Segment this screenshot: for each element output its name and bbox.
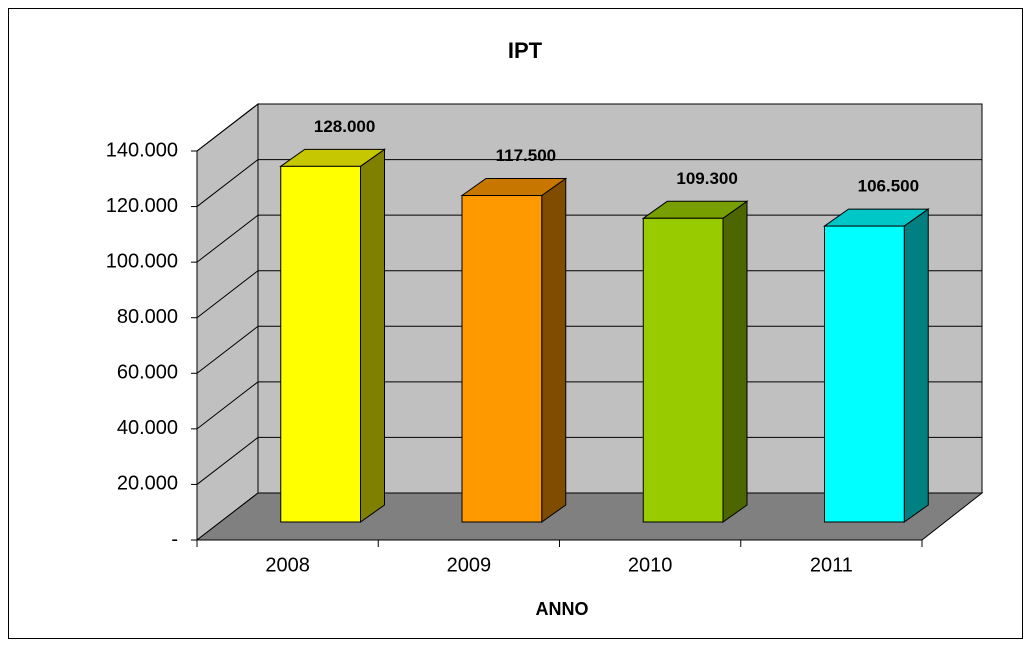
y-tick-label: 20.000 [117, 473, 178, 495]
grid-line [196, 159, 259, 207]
bar [280, 165, 361, 523]
grid-line [196, 214, 259, 263]
bar [642, 217, 724, 523]
grid-line [196, 437, 259, 485]
grid-line [196, 270, 259, 319]
bar-side [722, 200, 748, 523]
grid-line [196, 103, 259, 152]
value-label: 109.300 [676, 169, 737, 188]
x-axis-title: ANNO [536, 599, 589, 619]
grid-line [196, 325, 259, 374]
grid-line [196, 381, 259, 430]
bar-side [903, 208, 929, 523]
x-tick-label: 2011 [810, 554, 853, 576]
y-tick-label: - [171, 528, 178, 550]
value-label: 117.500 [496, 146, 557, 165]
x-tick-label: 2008 [265, 554, 310, 576]
bar-side [541, 177, 567, 523]
value-label: 128.000 [314, 117, 375, 136]
bar [461, 195, 543, 523]
y-tick-label: 140.000 [106, 139, 178, 161]
y-tick-label: 120.000 [106, 195, 178, 217]
chart-title: IPT [508, 38, 543, 63]
y-tick-label: 80.000 [117, 306, 178, 328]
value-label: 106.500 [858, 177, 919, 196]
x-tick-label: 2010 [628, 554, 673, 576]
y-tick-label: 40.000 [117, 417, 178, 439]
bar-side [360, 148, 385, 523]
side-wall [196, 102, 259, 542]
y-tick-label: 100.000 [106, 250, 178, 272]
bar [824, 225, 905, 523]
y-tick-label: 60.000 [117, 362, 178, 384]
x-tick-label: 2009 [447, 554, 492, 576]
